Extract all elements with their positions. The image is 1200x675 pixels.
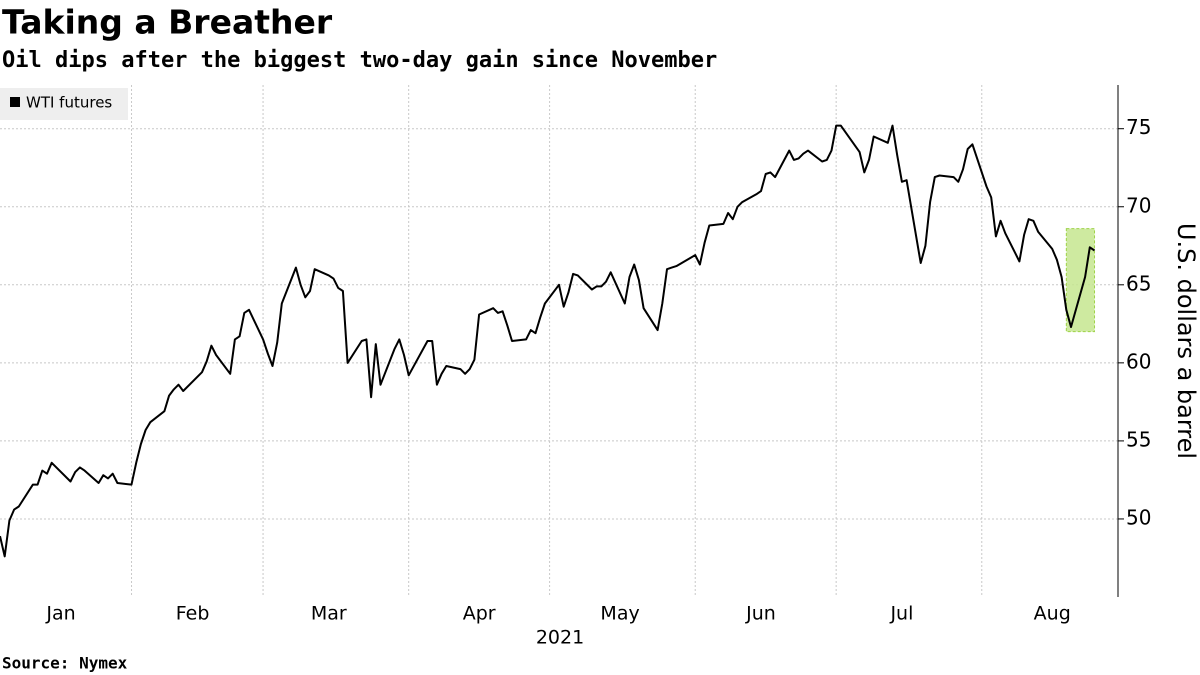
- y-tick-label: 75: [1126, 115, 1151, 139]
- x-tick-label: Mar: [311, 603, 347, 625]
- x-axis-label: 2021: [536, 627, 584, 649]
- highlight-box: [1065, 228, 1096, 333]
- legend-swatch: [10, 97, 20, 107]
- x-tick-label: Aug: [1034, 603, 1071, 625]
- legend-label: WTI futures: [26, 94, 112, 112]
- data-line: [0, 124, 1096, 558]
- x-tick-label: Jul: [889, 603, 913, 625]
- y-tick-label: 70: [1126, 193, 1151, 217]
- x-tick-label: Jan: [45, 603, 75, 625]
- legend-box: [0, 88, 128, 120]
- x-tick-label: Apr: [463, 603, 496, 625]
- chart-title: Taking a Breather: [2, 3, 333, 42]
- y-tick-label: 55: [1126, 427, 1151, 451]
- chart-subtitle: Oil dips after the biggest two-day gain …: [2, 48, 717, 73]
- y-tick-label: 50: [1126, 505, 1151, 529]
- y-tick-label: 60: [1126, 349, 1151, 373]
- x-tick-label: Jun: [745, 603, 776, 625]
- y-tick-label: 65: [1126, 271, 1151, 295]
- y-axis-label: U.S. dollars a barrel: [1172, 223, 1200, 459]
- x-tick-label: Feb: [176, 603, 210, 625]
- source-note: Source: Nymex: [2, 654, 128, 673]
- x-tick-label: May: [600, 603, 639, 625]
